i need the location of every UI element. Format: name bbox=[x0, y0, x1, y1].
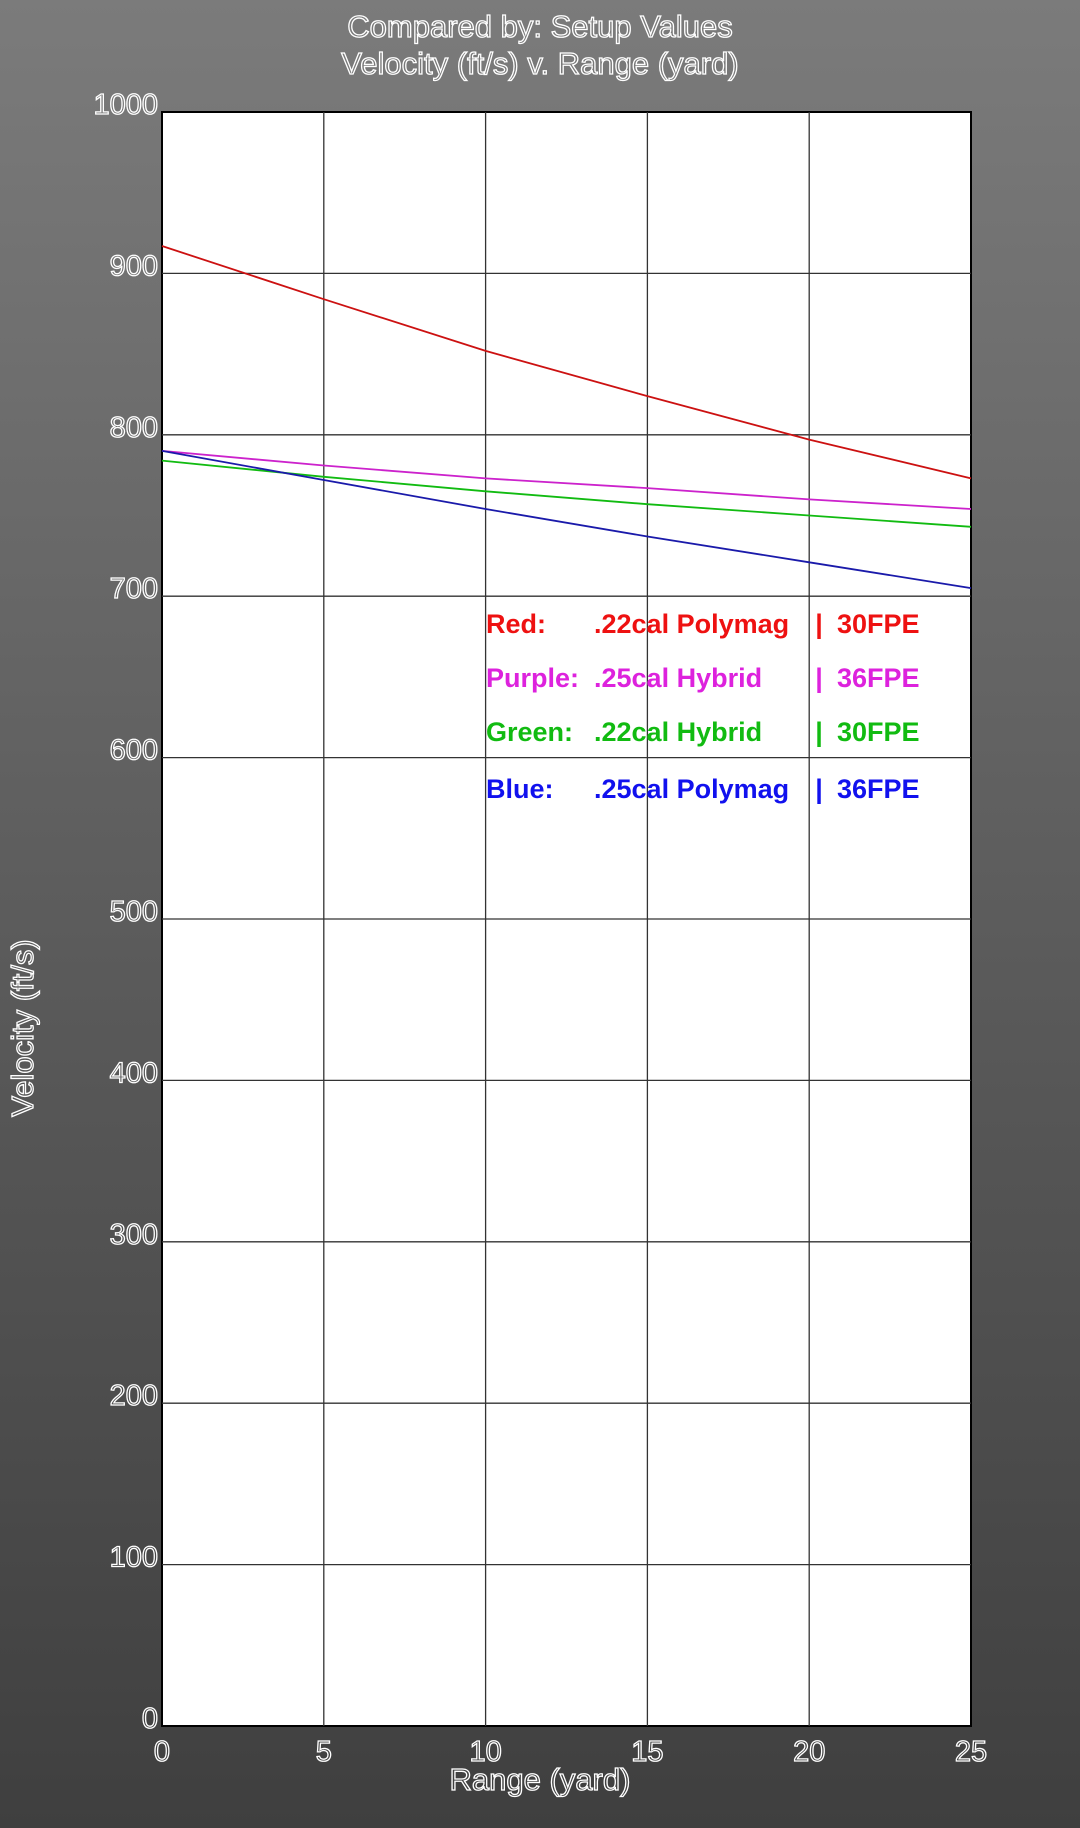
legend-ammo: .25cal Polymag bbox=[594, 774, 789, 804]
y-tick-label: 700 bbox=[110, 573, 158, 605]
legend-sep: | bbox=[815, 663, 823, 693]
y-tick-label: 900 bbox=[110, 250, 158, 282]
y-tick-label: 500 bbox=[110, 896, 158, 928]
legend: Red: .22cal Polymag | 30FPE Purple: .25cal Hy… bbox=[486, 609, 920, 804]
y-tick-label: 100 bbox=[110, 1542, 158, 1574]
x-tick-label: 20 bbox=[793, 1736, 825, 1768]
series-layer bbox=[161, 245, 972, 589]
legend-name: Red: bbox=[486, 609, 546, 639]
y-tick-label: 300 bbox=[110, 1219, 158, 1251]
x-tick-label: 5 bbox=[316, 1736, 332, 1768]
legend-sep: | bbox=[815, 717, 823, 747]
tick-layer: 0 5 10 15 20 25 0 100 200 300 400 500 600 700 800 900 10… bbox=[93, 88, 988, 1768]
legend-name: Blue: bbox=[486, 774, 554, 804]
y-tick-label: 800 bbox=[110, 412, 158, 444]
series-line-2 bbox=[161, 459, 972, 528]
y-tick-label: 600 bbox=[110, 735, 158, 767]
legend-power: 30FPE bbox=[837, 609, 920, 639]
legend-power: 36FPE bbox=[837, 774, 920, 804]
legend-sep: | bbox=[815, 774, 823, 804]
chart-title: Compared by: Setup Values bbox=[347, 9, 732, 44]
legend-power: 30FPE bbox=[837, 717, 920, 747]
y-tick-label: 0 bbox=[142, 1703, 158, 1735]
legend-name: Purple: bbox=[486, 663, 579, 693]
legend-sep: | bbox=[815, 609, 823, 639]
y-tick-label: 1000 bbox=[93, 89, 158, 121]
x-axis-label: Range (yard) bbox=[450, 1762, 631, 1797]
series-line-1 bbox=[161, 450, 972, 510]
legend-ammo: .22cal Polymag bbox=[594, 609, 789, 639]
series-line-3 bbox=[161, 450, 972, 589]
series-line-0 bbox=[161, 245, 972, 480]
x-tick-label: 25 bbox=[955, 1736, 987, 1768]
y-axis-label: Velocity (ft/s) bbox=[5, 939, 40, 1116]
x-tick-label: 15 bbox=[631, 1736, 663, 1768]
y-tick-label: 200 bbox=[110, 1380, 158, 1412]
x-tick-label: 10 bbox=[469, 1736, 501, 1768]
grid-layer bbox=[162, 112, 971, 1726]
y-tick-label: 400 bbox=[110, 1057, 158, 1089]
x-tick-label: 0 bbox=[154, 1736, 170, 1768]
legend-name: Green: bbox=[486, 717, 573, 747]
legend-ammo: .25cal Hybrid bbox=[594, 663, 762, 693]
chart-subtitle: Velocity (ft/s) v. Range (yard) bbox=[341, 46, 738, 81]
legend-ammo: .22cal Hybrid bbox=[594, 717, 762, 747]
legend-power: 36FPE bbox=[837, 663, 920, 693]
